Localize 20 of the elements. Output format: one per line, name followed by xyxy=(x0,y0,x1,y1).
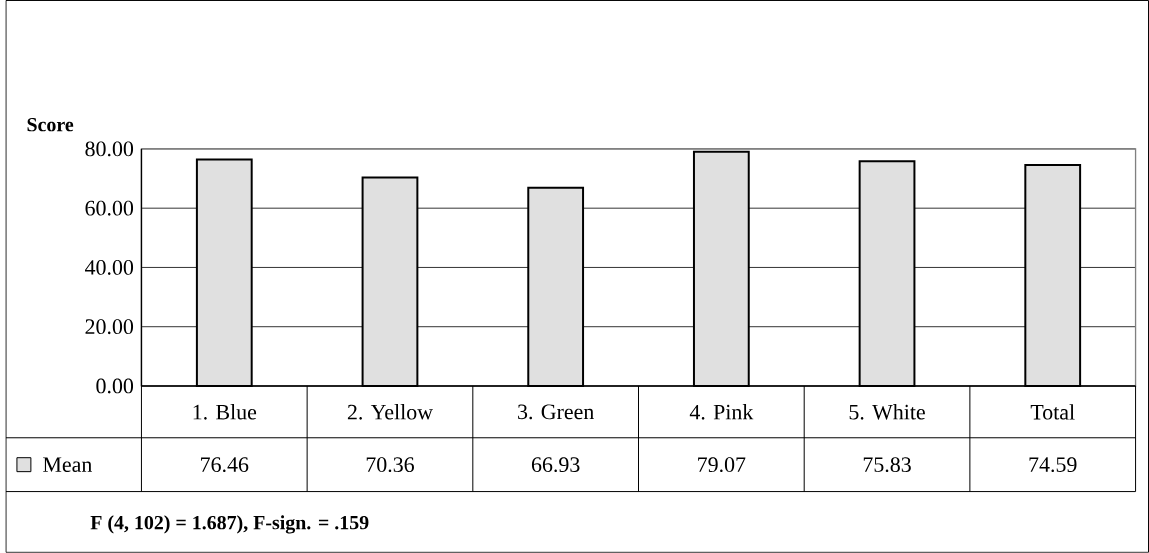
y-tick-label: 0.00 xyxy=(96,378,134,394)
x-tick-label: 5. White xyxy=(849,404,925,420)
y-tick-label: 40.00 xyxy=(85,260,134,275)
x-tick-label: 4. Pink xyxy=(689,404,754,420)
data-label: 75.83 xyxy=(863,457,911,473)
y-axis-title: Score xyxy=(27,118,74,132)
y-tick-label: 60.00 xyxy=(85,200,134,216)
data-label: 66.93 xyxy=(531,457,580,473)
y-tick-label: 80.00 xyxy=(85,141,134,157)
x-tick-label: 2. Yellow xyxy=(347,404,433,420)
x-tick-label: Total xyxy=(1030,404,1075,420)
y-tick-label: 20.00 xyxy=(85,319,134,335)
x-tick-label: 3. Green xyxy=(518,404,594,420)
data-label: 74.59 xyxy=(1029,457,1077,473)
text: F (4, 102) = 1.687), F-sign. = .159 xyxy=(90,515,369,534)
data-label: 79.07 xyxy=(698,457,746,473)
legend-label: Mean xyxy=(43,457,92,473)
data-label: 76.46 xyxy=(201,457,249,473)
data-label: 70.36 xyxy=(366,457,414,473)
x-tick-label: 1. Blue xyxy=(193,404,257,420)
